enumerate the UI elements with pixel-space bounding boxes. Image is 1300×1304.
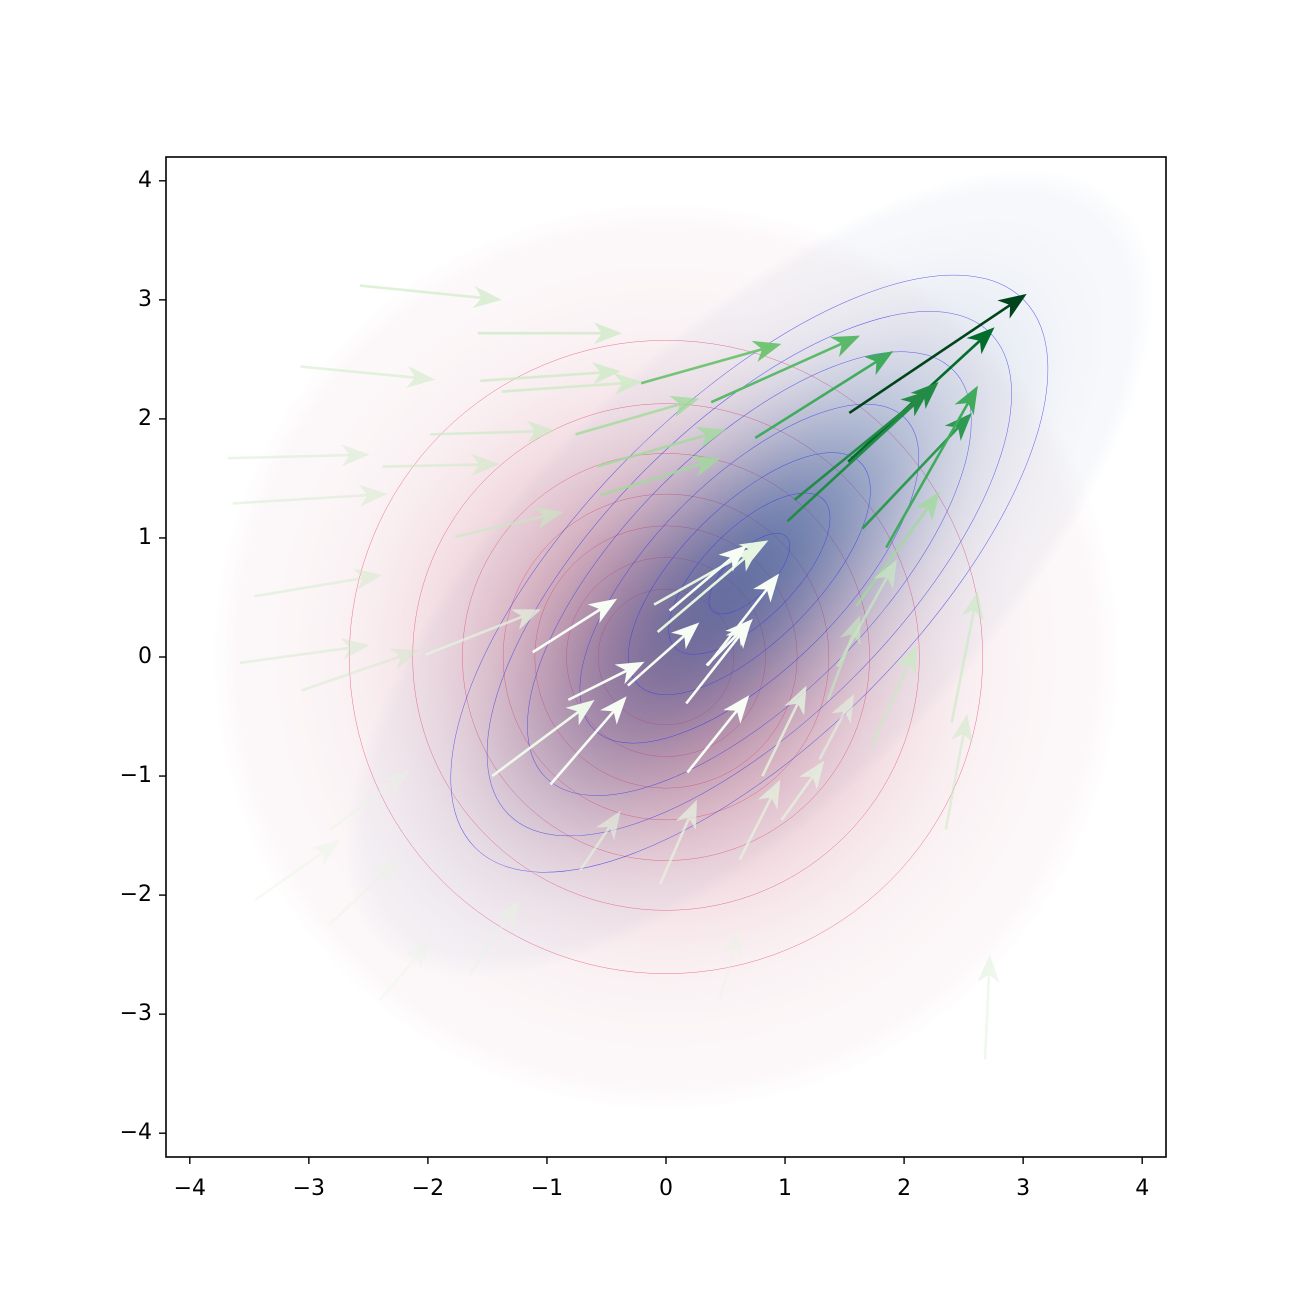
arrow — [793, 390, 930, 501]
arrow — [600, 455, 721, 497]
arrow — [329, 770, 411, 831]
arrow — [454, 507, 564, 539]
arrow — [468, 899, 520, 976]
arrow — [848, 293, 1027, 415]
y-tick-label: 3 — [138, 287, 152, 312]
x-tick-label: 4 — [1135, 1176, 1149, 1201]
arrow — [501, 372, 643, 395]
arrow — [826, 615, 861, 701]
arrow — [232, 484, 388, 507]
y-tick-label: −3 — [120, 1001, 152, 1026]
arrow — [253, 568, 383, 598]
arrow — [738, 779, 781, 860]
arrow — [977, 954, 1000, 1060]
arrow — [710, 335, 861, 404]
arrow — [861, 412, 972, 530]
arrow — [531, 598, 618, 654]
y-tick-label: −1 — [120, 763, 152, 788]
arrow — [301, 648, 420, 692]
arrow — [780, 760, 825, 821]
arrow — [575, 395, 700, 436]
density-layer — [213, 170, 1153, 1110]
arrow — [480, 362, 621, 385]
x-tick-label: 1 — [778, 1176, 792, 1201]
x-tick-label: −1 — [531, 1176, 563, 1201]
arrow — [627, 622, 700, 687]
quiver-layer — [227, 284, 1027, 1060]
contour-line — [579, 403, 920, 744]
y-tick-label: 1 — [138, 525, 152, 550]
arrow — [239, 638, 370, 665]
arrow — [718, 929, 743, 1001]
x-tick-label: −4 — [174, 1176, 206, 1201]
arrow — [491, 699, 595, 778]
arrow — [855, 491, 940, 607]
arrow — [300, 365, 436, 388]
x-tick-label: 0 — [659, 1176, 673, 1201]
arrow — [818, 693, 855, 760]
arrow — [668, 545, 747, 612]
y-tick-label: 4 — [138, 168, 152, 193]
contour-line — [527, 351, 972, 796]
arrow — [885, 385, 978, 549]
arrow — [227, 444, 370, 467]
arrow — [359, 284, 502, 308]
arrow — [950, 590, 984, 723]
arrow — [379, 940, 431, 1001]
arrow — [754, 351, 894, 440]
y-tick-label: 0 — [138, 644, 152, 669]
arrow — [596, 426, 726, 468]
y-tick-label: −4 — [120, 1120, 152, 1145]
contour-line — [450, 274, 1049, 873]
arrow — [254, 840, 340, 901]
arrow — [328, 859, 400, 926]
y-tick-label: 2 — [138, 406, 152, 431]
arrow — [567, 661, 645, 702]
arrow — [477, 322, 622, 345]
contour-line — [668, 492, 831, 655]
density-field — [345, 170, 1153, 978]
arrow — [549, 696, 627, 786]
arrow — [579, 810, 621, 871]
arrow — [656, 545, 761, 633]
arrow — [685, 620, 752, 705]
arrow — [425, 609, 541, 656]
x-tick-label: 2 — [897, 1176, 911, 1201]
arrow — [870, 645, 918, 746]
x-tick-label: 3 — [1016, 1176, 1030, 1201]
arrow — [382, 453, 500, 476]
y-tick-label: −2 — [120, 882, 152, 907]
arrow — [686, 695, 750, 774]
contour-line — [349, 340, 983, 974]
x-tick-label: −2 — [412, 1176, 444, 1201]
arrow — [640, 340, 782, 385]
arrow — [658, 799, 697, 885]
contour-line — [628, 452, 871, 695]
x-tick-label: −3 — [293, 1176, 325, 1201]
arrow — [430, 420, 556, 443]
arrow — [761, 685, 807, 777]
arrow — [944, 714, 973, 830]
